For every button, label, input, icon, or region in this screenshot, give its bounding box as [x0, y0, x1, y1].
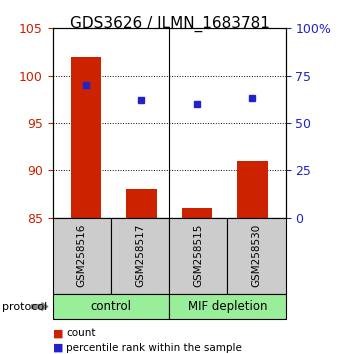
- Text: MIF depletion: MIF depletion: [188, 300, 267, 313]
- Text: GSM258517: GSM258517: [135, 224, 145, 287]
- Text: GSM258515: GSM258515: [193, 224, 203, 287]
- Text: GSM258516: GSM258516: [77, 224, 87, 287]
- Text: count: count: [66, 329, 96, 338]
- Text: ■: ■: [53, 329, 63, 338]
- Bar: [126, 189, 157, 218]
- Text: protocol: protocol: [2, 302, 47, 312]
- FancyArrow shape: [32, 303, 48, 310]
- Text: GSM258530: GSM258530: [252, 224, 261, 287]
- Text: ■: ■: [53, 343, 63, 353]
- Text: percentile rank within the sample: percentile rank within the sample: [66, 343, 242, 353]
- Text: GDS3626 / ILMN_1683781: GDS3626 / ILMN_1683781: [70, 16, 270, 32]
- Bar: [71, 57, 101, 218]
- Text: control: control: [90, 300, 132, 313]
- Bar: [237, 161, 268, 218]
- Bar: [182, 208, 212, 218]
